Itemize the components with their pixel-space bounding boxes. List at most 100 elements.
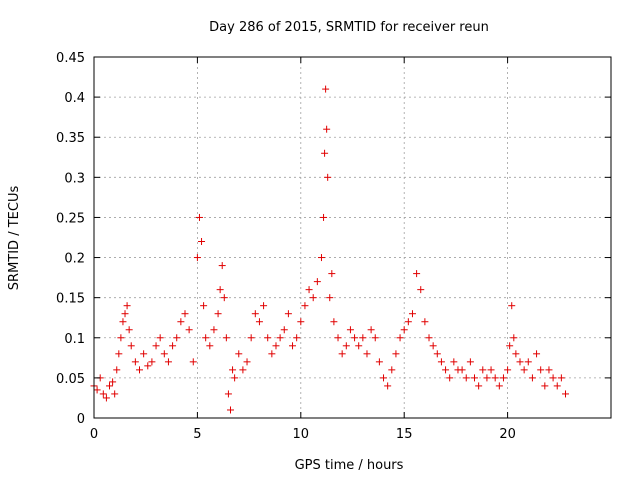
data-point (111, 390, 119, 398)
data-point (506, 342, 514, 350)
data-point (131, 358, 139, 366)
data-point (251, 310, 259, 318)
data-point (293, 334, 301, 342)
data-point (113, 366, 121, 374)
x-tick-label: 0 (90, 427, 98, 442)
data-point (334, 334, 342, 342)
data-point (255, 318, 263, 326)
data-point (226, 406, 234, 414)
data-point (425, 334, 433, 342)
grid-layer (94, 57, 611, 418)
data-point (125, 326, 133, 334)
data-point (408, 310, 416, 318)
data-point (508, 302, 516, 310)
data-point (510, 334, 518, 342)
data-point (152, 342, 160, 350)
data-point (301, 302, 309, 310)
data-point (371, 334, 379, 342)
data-point (557, 374, 565, 382)
data-point (351, 334, 359, 342)
data-point (127, 342, 135, 350)
data-point (446, 374, 454, 382)
data-point (109, 378, 117, 386)
data-point (404, 318, 412, 326)
y-tick-label: 0.2 (64, 252, 85, 267)
data-point (487, 366, 495, 374)
y-tick-label: 0.45 (56, 51, 85, 66)
data-point (220, 294, 228, 302)
x-tick-label: 5 (193, 427, 201, 442)
data-point (429, 342, 437, 350)
y-tick-label: 0.15 (56, 292, 85, 307)
y-tick-label: 0.05 (56, 372, 85, 387)
data-point (289, 342, 297, 350)
data-points (90, 85, 570, 414)
data-point (326, 294, 334, 302)
data-point (148, 358, 156, 366)
data-point (198, 238, 206, 246)
data-point (396, 334, 404, 342)
data-point (106, 382, 114, 390)
data-point (222, 334, 230, 342)
y-axis-label: SRMTID / TECUs (7, 186, 22, 291)
data-point (115, 350, 123, 358)
data-point (524, 358, 532, 366)
x-tick-label: 15 (396, 427, 413, 442)
y-tick-label: 0 (77, 412, 85, 427)
data-point (475, 382, 483, 390)
data-point (324, 173, 332, 181)
data-point (499, 374, 507, 382)
y-tick-label: 0.4 (64, 91, 85, 106)
data-point (185, 326, 193, 334)
data-point (140, 350, 148, 358)
data-point (462, 374, 470, 382)
data-point (144, 362, 152, 370)
data-point (417, 286, 425, 294)
data-point (247, 334, 255, 342)
data-point (102, 394, 110, 402)
y-tick-label: 0.25 (56, 211, 85, 226)
data-point (516, 358, 524, 366)
data-point (392, 350, 400, 358)
data-point (338, 350, 346, 358)
data-point (471, 374, 479, 382)
data-point (320, 213, 328, 221)
data-point (433, 350, 441, 358)
data-point (328, 270, 336, 278)
data-point (121, 310, 129, 318)
data-point (276, 334, 284, 342)
data-point (260, 302, 268, 310)
y-tick-label: 0.1 (64, 332, 85, 347)
data-point (202, 334, 210, 342)
data-point (413, 270, 421, 278)
data-point (562, 390, 570, 398)
data-point (317, 254, 325, 262)
data-point (495, 382, 503, 390)
data-point (537, 366, 545, 374)
data-point (193, 254, 201, 262)
data-point (235, 350, 243, 358)
data-point (229, 366, 237, 374)
data-point (156, 334, 164, 342)
data-point (272, 342, 280, 350)
data-point (528, 374, 536, 382)
data-point (284, 310, 292, 318)
data-point (160, 350, 168, 358)
data-point (504, 366, 512, 374)
data-point (224, 390, 232, 398)
data-point (231, 374, 239, 382)
data-point (388, 366, 396, 374)
data-point (483, 374, 491, 382)
data-point (541, 382, 549, 390)
data-point (367, 326, 375, 334)
data-point (322, 85, 330, 93)
data-point (164, 358, 172, 366)
data-point (214, 310, 222, 318)
data-point (119, 318, 127, 326)
data-point (442, 366, 450, 374)
data-point (553, 382, 561, 390)
data-point (218, 262, 226, 270)
data-point (216, 286, 224, 294)
data-point (117, 334, 125, 342)
